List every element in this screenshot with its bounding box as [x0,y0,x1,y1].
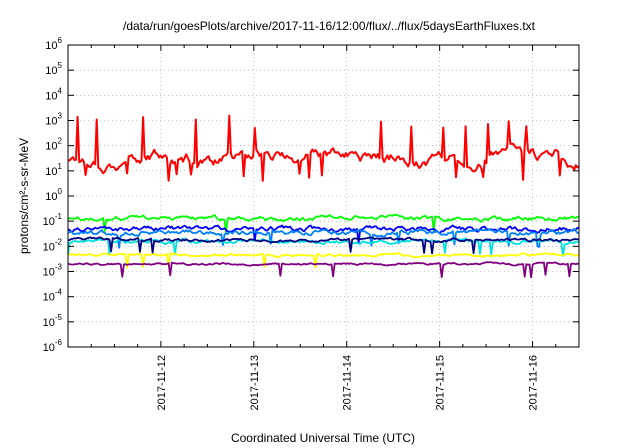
series-line [67,252,580,269]
y-tick-label: 103 [45,112,62,128]
y-tick-label: 106 [45,36,62,52]
y-axis-label: protons/cm²-s-sr-MeV [17,138,31,254]
y-tick-label: 101 [45,162,62,178]
x-tick-label: 2017-11-15 [435,355,447,410]
y-tick-label: 104 [45,86,62,102]
chart-title: /data/run/goesPlots/archive/2017-11-16/1… [123,19,536,33]
x-tick-label: 2017-11-12 [156,355,168,410]
y-tick-label: 102 [45,137,62,153]
y-tick-label: 100 [45,187,62,203]
series-lines [67,114,580,279]
y-tick-label: 10-4 [43,288,63,304]
series-line [67,213,580,234]
x-tick-label: 2017-11-13 [249,355,261,410]
series-line [67,224,580,245]
x-tick-label: 2017-11-14 [342,355,354,410]
series-line [67,236,580,255]
grid-lines [68,45,579,347]
y-tick-label: 10-1 [43,212,63,228]
y-tick-label: 10-5 [43,313,63,329]
y-tick-label: 105 [45,61,62,77]
x-axis: 2017-11-12 2017-11-13 2017-11-14 2017-11-15… [90,45,557,410]
x-tick-label: 2017-11-16 [528,355,540,410]
y-tick-label: 10-2 [43,237,63,253]
x-axis-label: Coordinated Universal Time (UTC) [231,431,415,445]
series-line [67,261,580,279]
series-line [67,227,580,249]
y-axis: 10-6 10-5 10-4 10-3 10-2 10-1 100 101 102 103 104 1… [43,36,579,354]
y-tick-label: 10-3 [43,263,63,279]
series-line [67,114,580,182]
y-tick-label: 10-6 [43,338,63,354]
series-line [67,237,580,257]
